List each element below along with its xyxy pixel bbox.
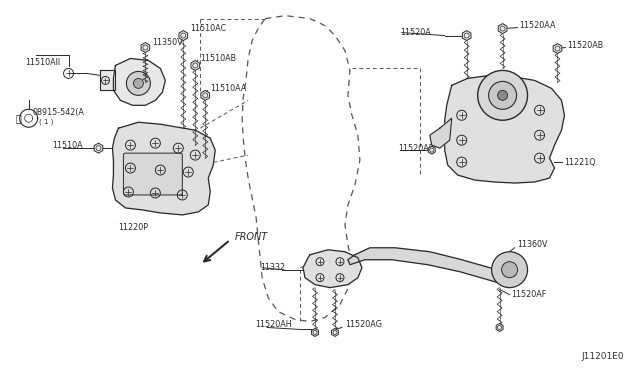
Polygon shape xyxy=(191,61,200,70)
Polygon shape xyxy=(496,324,503,331)
Text: 11220P: 11220P xyxy=(118,223,148,232)
Polygon shape xyxy=(332,328,339,336)
Circle shape xyxy=(133,78,143,89)
Text: 08915-542(A: 08915-542(A xyxy=(33,108,84,117)
Polygon shape xyxy=(499,23,507,33)
Polygon shape xyxy=(553,44,562,54)
Polygon shape xyxy=(445,76,564,183)
Polygon shape xyxy=(303,250,362,288)
Text: 11520AG: 11520AG xyxy=(345,320,382,329)
Text: 11221Q: 11221Q xyxy=(564,158,596,167)
Polygon shape xyxy=(428,146,435,154)
Polygon shape xyxy=(141,42,150,52)
Text: 11520AF: 11520AF xyxy=(511,290,547,299)
Text: 11510AB: 11510AB xyxy=(200,54,236,63)
Text: 11520AB: 11520AB xyxy=(568,41,604,50)
Circle shape xyxy=(492,252,527,288)
Polygon shape xyxy=(100,70,115,90)
Text: ( 1 ): ( 1 ) xyxy=(38,119,53,125)
Text: 11520A: 11520A xyxy=(400,28,431,37)
Circle shape xyxy=(477,70,527,120)
Text: FRONT: FRONT xyxy=(235,232,268,242)
FancyBboxPatch shape xyxy=(124,153,182,195)
Text: 11520AH: 11520AH xyxy=(255,320,292,329)
Circle shape xyxy=(127,71,150,95)
Polygon shape xyxy=(430,118,452,148)
Text: 11520AA: 11520AA xyxy=(520,21,556,30)
Text: 11332: 11332 xyxy=(260,263,285,272)
Text: 11520AB: 11520AB xyxy=(398,144,434,153)
Text: 11510AII: 11510AII xyxy=(26,58,61,67)
Text: 11350V: 11350V xyxy=(152,38,183,47)
Polygon shape xyxy=(113,58,165,105)
Polygon shape xyxy=(113,122,215,215)
Polygon shape xyxy=(348,248,515,285)
Text: 11510AA: 11510AA xyxy=(210,84,246,93)
Text: J11201E0: J11201E0 xyxy=(582,352,625,361)
Circle shape xyxy=(488,81,516,109)
Polygon shape xyxy=(462,31,471,41)
Polygon shape xyxy=(179,31,188,41)
Text: 11510AC: 11510AC xyxy=(190,24,227,33)
Circle shape xyxy=(502,262,518,278)
Polygon shape xyxy=(312,328,319,336)
Text: Ⓧ: Ⓧ xyxy=(16,113,22,123)
Text: 11360V: 11360V xyxy=(518,240,548,249)
Polygon shape xyxy=(94,143,103,153)
Circle shape xyxy=(498,90,508,100)
Polygon shape xyxy=(201,90,209,100)
Text: 11510A: 11510A xyxy=(52,141,83,150)
